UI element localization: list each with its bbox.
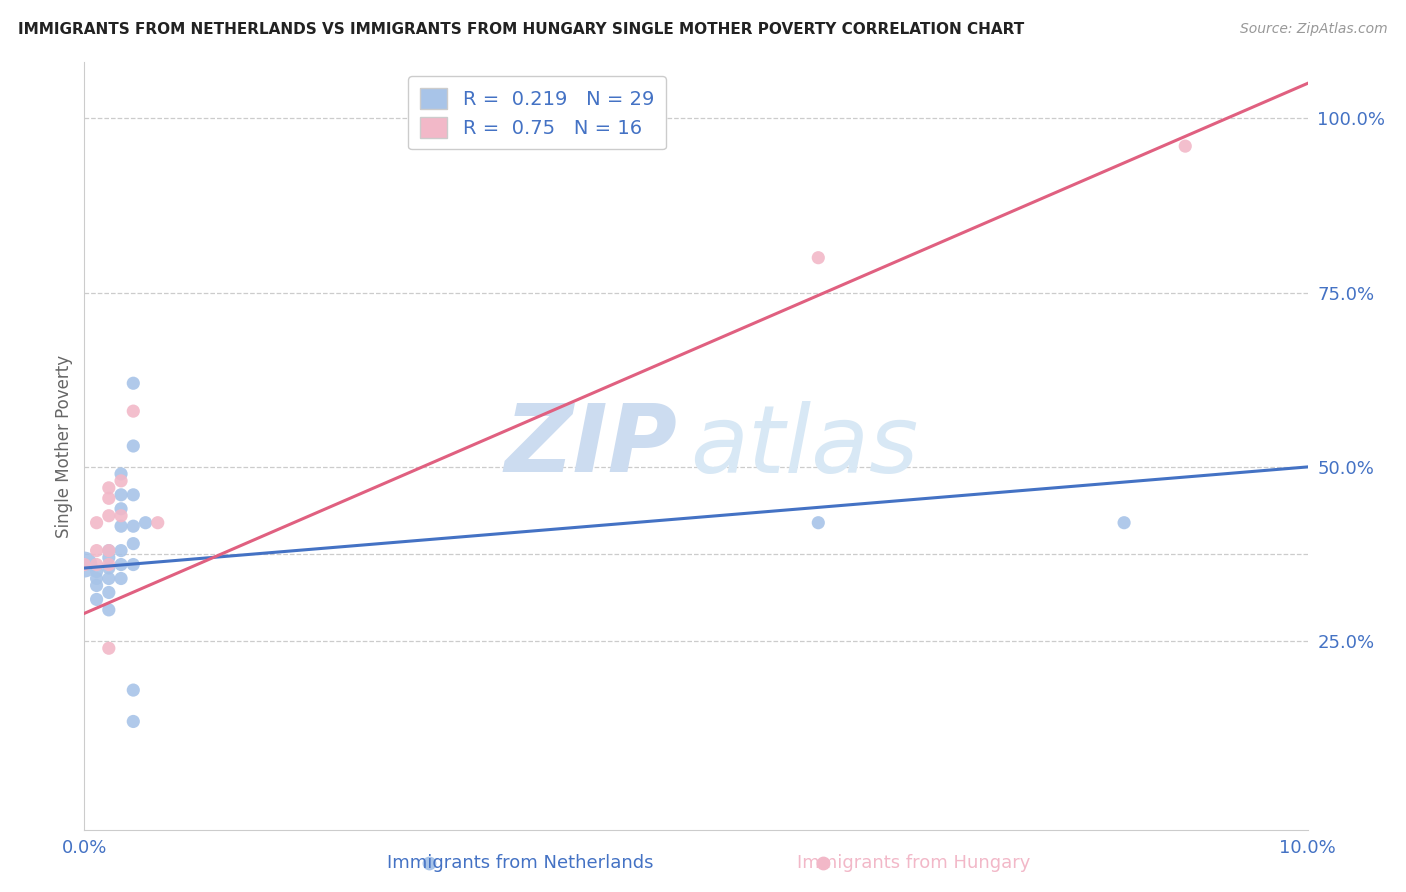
- Point: [110, 572, 132, 586]
- Point: [1174, 139, 1197, 153]
- Point: [110, 467, 132, 481]
- Point: [110, 474, 132, 488]
- Point: [807, 516, 830, 530]
- Point: [73, 558, 96, 572]
- Point: [110, 558, 132, 572]
- Point: [110, 519, 132, 533]
- Point: [97, 561, 120, 575]
- Point: [122, 558, 145, 572]
- Point: [811, 856, 834, 871]
- Point: [97, 603, 120, 617]
- Text: IMMIGRANTS FROM NETHERLANDS VS IMMIGRANTS FROM HUNGARY SINGLE MOTHER POVERTY COR: IMMIGRANTS FROM NETHERLANDS VS IMMIGRANT…: [18, 22, 1025, 37]
- Point: [86, 543, 108, 558]
- Point: [86, 565, 108, 579]
- Point: [122, 536, 145, 550]
- Point: [97, 481, 120, 495]
- Point: [418, 856, 440, 871]
- Point: [122, 683, 145, 698]
- Point: [97, 508, 120, 523]
- Legend: R =  0.219   N = 29, R =  0.75   N = 16: R = 0.219 N = 29, R = 0.75 N = 16: [408, 76, 665, 150]
- Text: atlas: atlas: [690, 401, 918, 491]
- Point: [135, 516, 157, 530]
- Point: [122, 488, 145, 502]
- Point: [97, 585, 120, 599]
- Point: [110, 508, 132, 523]
- Point: [86, 572, 108, 586]
- Point: [122, 404, 145, 418]
- Point: [86, 578, 108, 592]
- Point: [86, 558, 108, 572]
- Point: [97, 572, 120, 586]
- Point: [146, 516, 169, 530]
- Text: Immigrants from Netherlands: Immigrants from Netherlands: [387, 855, 654, 872]
- Text: ZIP: ZIP: [505, 400, 678, 492]
- Point: [110, 488, 132, 502]
- Y-axis label: Single Mother Poverty: Single Mother Poverty: [55, 354, 73, 538]
- Point: [807, 251, 830, 265]
- Point: [122, 714, 145, 729]
- Point: [97, 543, 120, 558]
- Point: [86, 516, 108, 530]
- Point: [97, 491, 120, 506]
- Point: [110, 543, 132, 558]
- Point: [1114, 516, 1136, 530]
- Point: [97, 641, 120, 656]
- Point: [122, 439, 145, 453]
- Point: [97, 550, 120, 565]
- Point: [97, 543, 120, 558]
- Point: [122, 376, 145, 391]
- Point: [122, 519, 145, 533]
- Point: [110, 501, 132, 516]
- Text: Source: ZipAtlas.com: Source: ZipAtlas.com: [1240, 22, 1388, 37]
- Text: Immigrants from Hungary: Immigrants from Hungary: [797, 855, 1031, 872]
- Point: [97, 558, 120, 572]
- Point: [73, 558, 96, 572]
- Point: [86, 592, 108, 607]
